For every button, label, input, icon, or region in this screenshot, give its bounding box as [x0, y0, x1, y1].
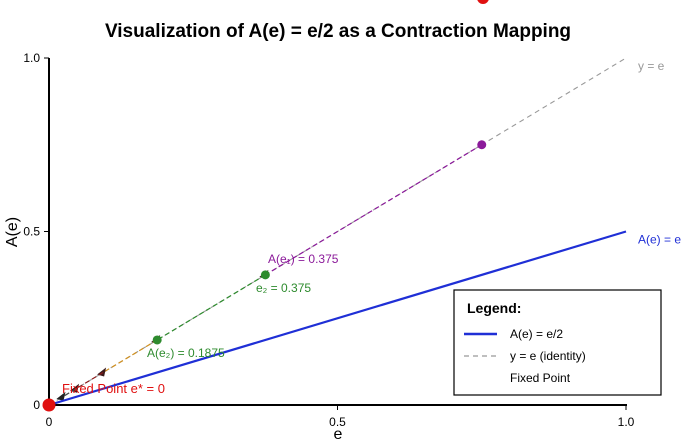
legend: Legend: A(e) = e/2 y = e (identity) Fixe…	[453, 289, 662, 396]
legend-entry-1: y = e (identity)	[510, 349, 586, 363]
annotation-fixed-point: Fixed Point e* = 0	[62, 381, 165, 396]
annotation-e2: e₂ = 0.375	[256, 281, 311, 295]
legend-entry-0: A(e) = e/2	[510, 327, 563, 341]
iteration-segment	[156, 274, 266, 341]
x-tick-label: 0	[46, 415, 53, 429]
series-label-identity: y = e	[638, 59, 665, 73]
chart-title: Visualization of A(e) = e/2 as a Contrac…	[105, 21, 571, 42]
iteration-arrowhead	[56, 391, 66, 401]
fixed-point-marker	[42, 398, 56, 412]
annotation-a-e1: A(e₁) = 0.375	[268, 252, 339, 266]
x-axis-label: e	[334, 426, 343, 441]
y-tick-label: 0.5	[23, 225, 40, 239]
x-tick-label: 0.5	[329, 415, 346, 429]
annotation-a-e2: A(e₂) = 0.1875	[147, 346, 225, 360]
iteration-segment	[102, 339, 158, 373]
iteration-segment	[62, 388, 77, 398]
iteration-segment	[265, 144, 483, 276]
legend-entry-2: Fixed Point	[510, 371, 571, 385]
plot-area: 0 0.5 1.0 0 0.5 1.0 y = e A(e) = e	[23, 0, 681, 429]
iterate-point	[152, 335, 162, 345]
legend-box	[453, 289, 662, 396]
legend-title: Legend:	[467, 300, 521, 316]
series-line-contraction	[48, 230, 627, 407]
iterate-point	[260, 270, 270, 280]
series-label-contraction: A(e) = e	[638, 233, 681, 247]
iterate-point	[477, 140, 487, 150]
y-tick-label: 1.0	[23, 51, 40, 65]
fixed-point-marker-top	[477, 0, 489, 4]
y-axis-label: A(e)	[4, 217, 21, 247]
y-tick-label: 0	[33, 398, 40, 412]
iteration-segment	[75, 371, 104, 390]
x-tick-label: 1.0	[618, 415, 635, 429]
